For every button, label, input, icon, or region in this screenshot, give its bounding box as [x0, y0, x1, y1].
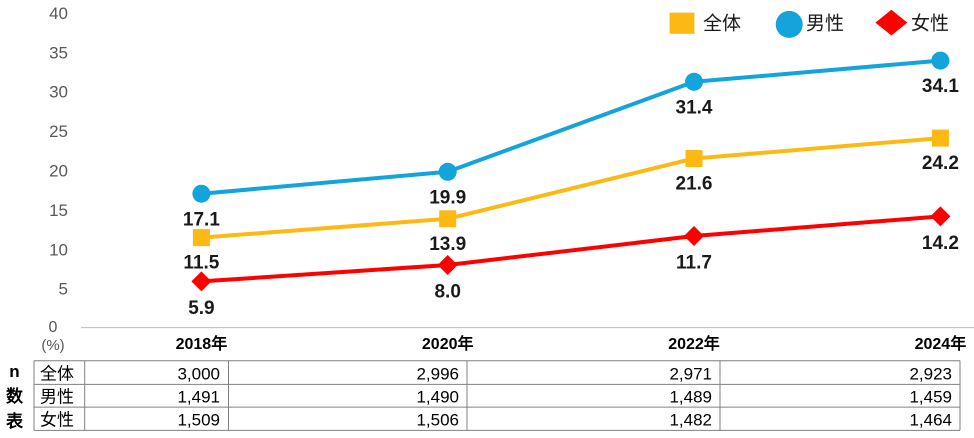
svg-text:35: 35	[49, 43, 68, 62]
svg-text:13.9: 13.9	[429, 234, 466, 255]
svg-text:表: 表	[6, 411, 24, 431]
svg-text:1,509: 1,509	[177, 411, 220, 430]
svg-text:2,996: 2,996	[416, 365, 459, 384]
svg-text:数: 数	[6, 386, 24, 406]
svg-text:14.2: 14.2	[922, 233, 959, 254]
svg-text:11.7: 11.7	[676, 253, 712, 274]
svg-text:10: 10	[49, 240, 68, 259]
svg-text:15: 15	[49, 201, 68, 220]
svg-text:2,971: 2,971	[669, 365, 712, 384]
svg-text:2020年: 2020年	[422, 334, 474, 353]
svg-text:11.5: 11.5	[183, 253, 219, 274]
svg-text:(%): (%)	[41, 337, 64, 354]
svg-text:男性: 男性	[40, 388, 74, 407]
svg-text:5.9: 5.9	[188, 298, 214, 319]
svg-text:1,506: 1,506	[416, 411, 459, 430]
svg-text:1,464: 1,464	[909, 411, 952, 430]
svg-text:34.1: 34.1	[922, 76, 959, 97]
svg-text:8.0: 8.0	[434, 282, 460, 303]
svg-text:2,923: 2,923	[909, 365, 952, 384]
svg-text:30: 30	[49, 83, 68, 102]
svg-text:25: 25	[49, 122, 68, 141]
svg-text:全体: 全体	[40, 365, 74, 384]
svg-text:1,482: 1,482	[669, 411, 712, 430]
svg-text:全体: 全体	[703, 13, 741, 35]
svg-text:2022年: 2022年	[668, 334, 720, 353]
svg-text:2024年: 2024年	[915, 334, 967, 353]
svg-text:40: 40	[49, 4, 68, 23]
svg-text:1,489: 1,489	[669, 388, 712, 407]
svg-text:3,000: 3,000	[177, 365, 220, 384]
svg-text:1,490: 1,490	[416, 388, 459, 407]
svg-text:31.4: 31.4	[676, 97, 713, 118]
svg-text:21.6: 21.6	[676, 174, 713, 195]
svg-text:5: 5	[59, 280, 68, 299]
svg-text:男性: 男性	[806, 13, 844, 35]
svg-text:女性: 女性	[911, 13, 949, 35]
svg-text:20: 20	[49, 162, 68, 181]
svg-text:24.2: 24.2	[922, 153, 959, 174]
svg-text:1,491: 1,491	[177, 388, 220, 407]
svg-text:0: 0	[49, 319, 58, 336]
svg-text:1,459: 1,459	[909, 388, 952, 407]
svg-text:2018年: 2018年	[176, 334, 228, 353]
svg-text:19.9: 19.9	[429, 187, 466, 208]
svg-text:17.1: 17.1	[183, 209, 220, 230]
svg-text:女性: 女性	[40, 411, 74, 430]
svg-text:n: n	[9, 362, 19, 381]
